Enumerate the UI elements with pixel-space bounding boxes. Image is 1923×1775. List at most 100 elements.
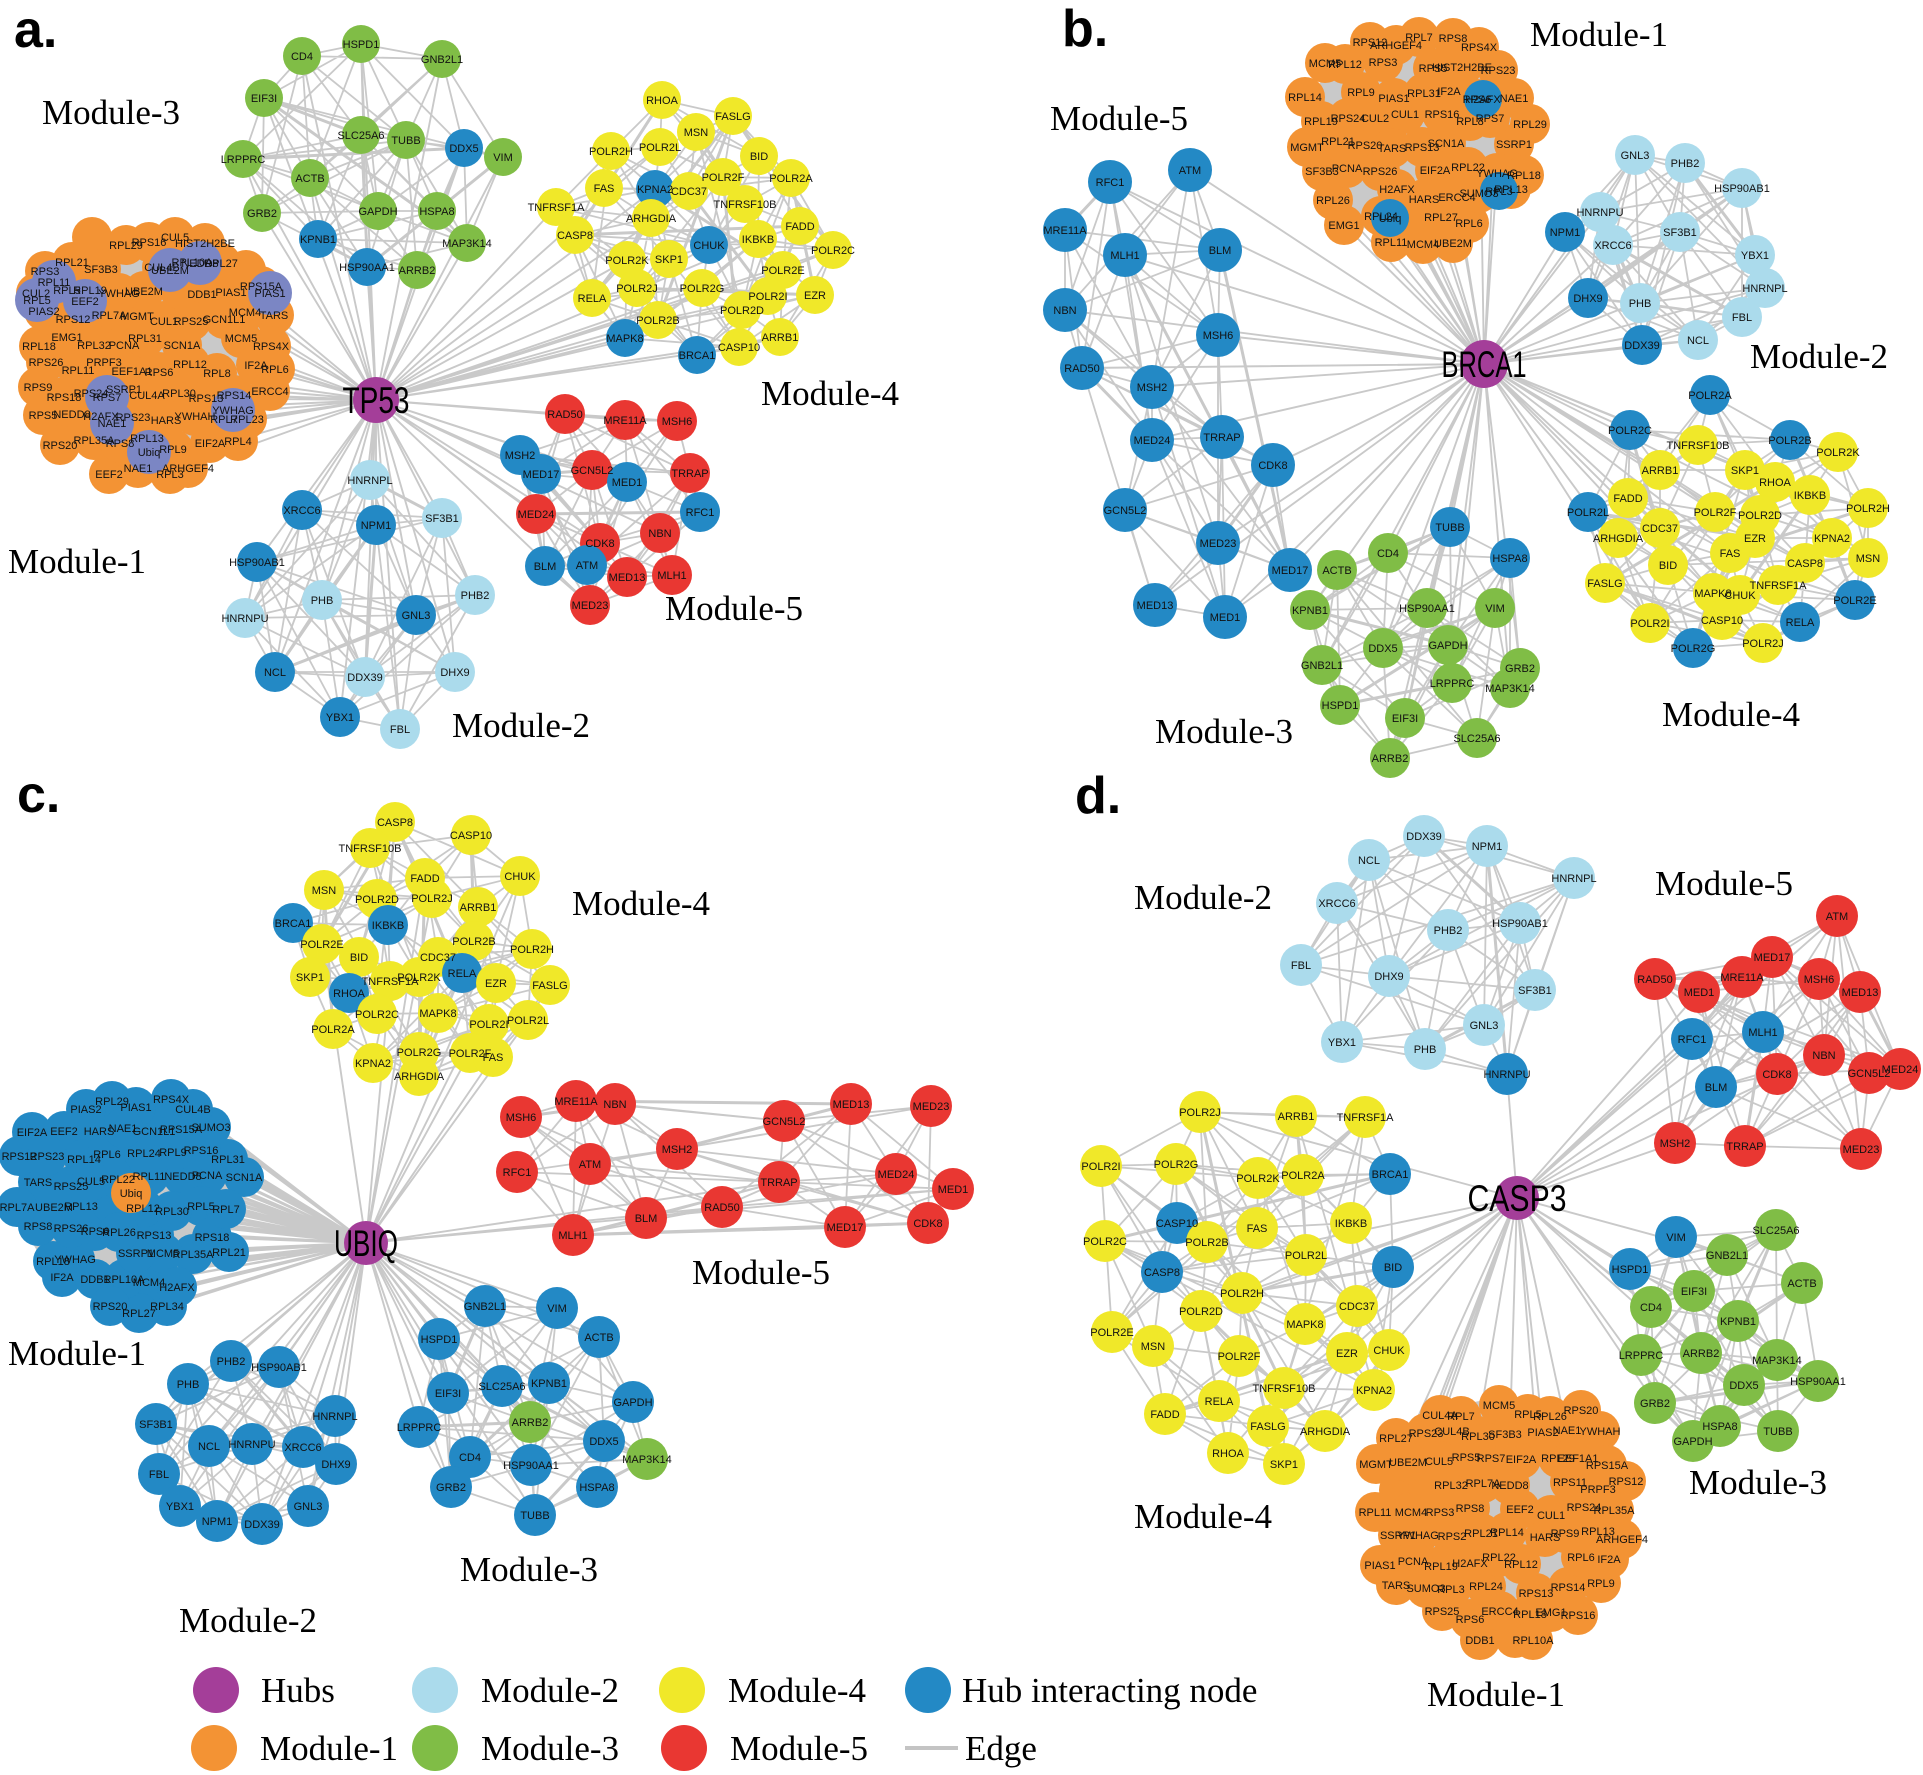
svg-text:POLR2L: POLR2L (1567, 507, 1609, 519)
svg-text:SF3B1: SF3B1 (139, 1419, 173, 1431)
svg-text:RPL22: RPL22 (101, 1174, 135, 1186)
svg-text:MLH1: MLH1 (657, 570, 686, 582)
svg-text:EMG1: EMG1 (51, 332, 82, 344)
svg-text:RPL27: RPL27 (1424, 212, 1458, 224)
svg-text:TNFRSF10B: TNFRSF10B (1667, 440, 1730, 452)
svg-text:Module-2: Module-2 (1134, 878, 1272, 917)
svg-text:RPS23: RPS23 (30, 1151, 65, 1163)
svg-text:RPS5: RPS5 (1452, 1452, 1481, 1464)
svg-text:d.: d. (1075, 767, 1121, 825)
svg-text:H2AFX: H2AFX (159, 1282, 195, 1294)
svg-text:HNRNPL: HNRNPL (312, 1411, 357, 1423)
svg-text:CHUK: CHUK (504, 871, 536, 883)
svg-text:RPL24: RPL24 (127, 1148, 161, 1160)
svg-text:EIF3I: EIF3I (435, 1388, 461, 1400)
svg-text:RPL27: RPL27 (204, 258, 238, 270)
svg-text:RPS18: RPS18 (47, 392, 82, 404)
svg-text:RPL26: RPL26 (1533, 1411, 1567, 1423)
svg-text:RHOA: RHOA (1212, 1448, 1244, 1460)
svg-text:Module-1: Module-1 (260, 1729, 398, 1768)
svg-text:FADD: FADD (1613, 493, 1642, 505)
svg-text:ARHGDIA: ARHGDIA (1300, 1426, 1351, 1438)
svg-text:RPL31: RPL31 (128, 333, 162, 345)
svg-text:FASLG: FASLG (715, 111, 750, 123)
svg-text:ARHGEF4: ARHGEF4 (162, 463, 214, 475)
svg-text:RPL18: RPL18 (1513, 1609, 1547, 1621)
svg-text:RPL3: RPL3 (156, 469, 184, 481)
svg-text:RPL29: RPL29 (109, 240, 143, 252)
svg-text:MAP3K14: MAP3K14 (1752, 1355, 1802, 1367)
svg-text:IF2A: IF2A (50, 1272, 74, 1284)
svg-text:ARRB2: ARRB2 (1683, 1348, 1720, 1360)
svg-text:EZR: EZR (804, 290, 826, 302)
svg-text:RPS2: RPS2 (1438, 1531, 1467, 1543)
svg-text:RFC1: RFC1 (1678, 1034, 1707, 1046)
svg-text:Module-5: Module-5 (1655, 864, 1793, 903)
svg-text:UBE2M: UBE2M (1389, 1457, 1427, 1469)
svg-text:CASP3: CASP3 (1468, 1178, 1567, 1219)
svg-text:POLR2E: POLR2E (300, 939, 343, 951)
svg-text:EIF2A: EIF2A (17, 1127, 48, 1139)
svg-text:RPL11: RPL11 (133, 1171, 166, 1183)
svg-text:NEDD8: NEDD8 (1491, 1480, 1528, 1492)
svg-text:RPL3: RPL3 (1437, 1584, 1465, 1596)
svg-text:RPL8: RPL8 (203, 368, 231, 380)
svg-text:CUL5: CUL5 (77, 1176, 105, 1188)
svg-text:POLR2E: POLR2E (1090, 1327, 1133, 1339)
svg-text:ACTB: ACTB (584, 1332, 613, 1344)
svg-text:HNRNPL: HNRNPL (1742, 283, 1787, 295)
svg-text:ARHGDIA: ARHGDIA (1593, 533, 1644, 545)
svg-text:IKBKB: IKBKB (1335, 1218, 1367, 1230)
svg-text:GNL3: GNL3 (294, 1501, 323, 1513)
svg-text:RPS8: RPS8 (1439, 33, 1468, 45)
svg-text:POLR2K: POLR2K (1236, 1173, 1280, 1185)
svg-text:RPL30: RPL30 (162, 388, 196, 400)
svg-text:RPS25: RPS25 (54, 1181, 89, 1193)
svg-text:RPL7A: RPL7A (1466, 1478, 1502, 1490)
svg-text:MED17: MED17 (523, 469, 560, 481)
svg-text:RPL14: RPL14 (67, 1154, 101, 1166)
svg-text:GNB2L1: GNB2L1 (421, 54, 463, 66)
svg-text:TARS: TARS (24, 1177, 53, 1189)
svg-text:RPL21: RPL21 (1464, 1528, 1498, 1540)
svg-text:ATM: ATM (579, 1159, 601, 1171)
svg-text:ARRB2: ARRB2 (512, 1417, 549, 1429)
svg-text:MRE11A: MRE11A (554, 1096, 598, 1108)
svg-text:RFC1: RFC1 (686, 507, 715, 519)
svg-text:POLR2I: POLR2I (1630, 618, 1669, 630)
svg-text:GAPDH: GAPDH (613, 1397, 652, 1409)
svg-text:RPS13: RPS13 (1519, 1588, 1554, 1600)
svg-text:RPL19: RPL19 (73, 285, 107, 297)
svg-text:POLR2B: POLR2B (452, 936, 495, 948)
svg-text:NAE1: NAE1 (1553, 1425, 1582, 1437)
svg-text:RPL8: RPL8 (1456, 116, 1484, 128)
svg-text:PHB2: PHB2 (1671, 158, 1700, 170)
svg-text:RPL4: RPL4 (224, 436, 252, 448)
svg-text:POLR2G: POLR2G (397, 1047, 442, 1059)
svg-text:RPL7: RPL7 (212, 1204, 240, 1216)
svg-text:HSP90AB1: HSP90AB1 (1714, 183, 1770, 195)
svg-text:RPL14: RPL14 (1288, 92, 1322, 104)
svg-text:FBL: FBL (1732, 312, 1752, 324)
svg-text:POLR2K: POLR2K (1816, 447, 1860, 459)
svg-text:RPL29: RPL29 (1513, 119, 1547, 131)
svg-text:NBN: NBN (1812, 1050, 1835, 1062)
svg-text:RPS3: RPS3 (31, 266, 60, 278)
svg-text:KPNB1: KPNB1 (300, 234, 336, 246)
svg-text:GNL3: GNL3 (402, 610, 431, 622)
svg-text:RPS14: RPS14 (217, 390, 252, 402)
svg-text:NCL: NCL (264, 667, 286, 679)
svg-text:MSH2: MSH2 (505, 450, 536, 462)
svg-text:CDC37: CDC37 (1339, 1301, 1375, 1313)
svg-text:RPS7: RPS7 (1476, 113, 1505, 125)
svg-text:CUL1: CUL1 (150, 316, 178, 328)
svg-text:GRB2: GRB2 (247, 208, 277, 220)
svg-text:ATM: ATM (1179, 165, 1201, 177)
svg-text:RPL31: RPL31 (211, 1154, 245, 1166)
svg-text:HSP90AA1: HSP90AA1 (339, 262, 395, 274)
svg-text:RPL19: RPL19 (1304, 116, 1338, 128)
svg-text:EEF2: EEF2 (71, 296, 99, 308)
svg-text:YWHAG: YWHAG (1397, 1530, 1439, 1542)
svg-text:Hub interacting node: Hub interacting node (962, 1671, 1257, 1710)
svg-text:BLM: BLM (1705, 1082, 1728, 1094)
